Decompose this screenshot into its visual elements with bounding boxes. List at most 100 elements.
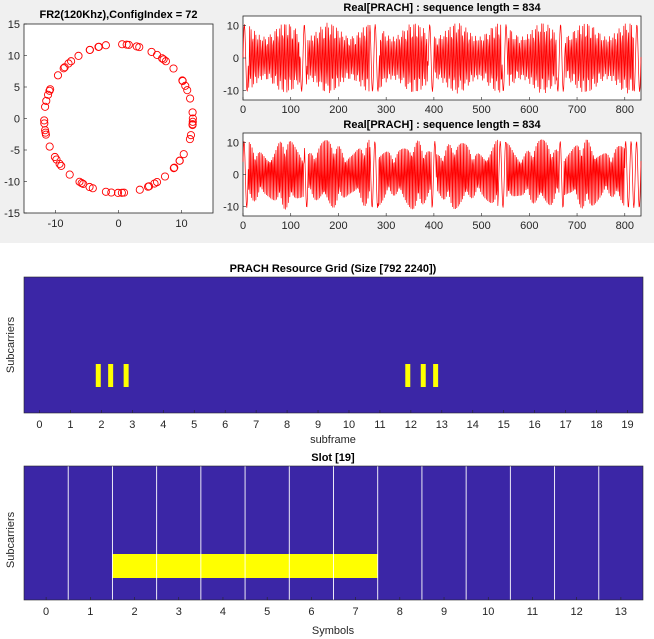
resource-grid-xlabel: subframe (310, 434, 356, 446)
signal-2-xtick-label: 100 (282, 220, 300, 232)
signal-1-ytick-label: 10 (227, 21, 239, 33)
constellation-ytick-label: -5 (10, 145, 20, 157)
constellation-ytick-label: 5 (14, 82, 20, 94)
slot-xtick-label: 6 (308, 606, 314, 618)
resource-grid-marks (95, 364, 439, 387)
slot-ylabel: Subcarriers (5, 511, 17, 568)
constellation-point (159, 55, 168, 64)
resource-grid-xtick-label: 18 (590, 419, 602, 431)
signal-2-xtick-label: 200 (329, 220, 347, 232)
constellation-point (59, 64, 68, 73)
signal-2-title: Real[PRACH] : sequence length = 834 (343, 119, 541, 131)
constellation-point (101, 187, 110, 196)
constellation-point (75, 177, 84, 186)
slot-xtick-label: 2 (131, 606, 137, 618)
constellation-point (41, 128, 50, 137)
constellation-xtick-label: 10 (175, 218, 187, 230)
constellation-title: FR2(120Khz),ConfigIndex = 72 (39, 9, 197, 21)
constellation-xtick-label: 0 (115, 218, 121, 230)
constellation-point (169, 64, 178, 73)
constellation-axes-box (23, 23, 214, 214)
signal-1-xtick-label: 600 (520, 104, 538, 116)
constellation-point (175, 156, 184, 165)
constellation-point (45, 86, 54, 95)
signal-2-xtick-label: 700 (568, 220, 586, 232)
constellation-point (169, 164, 178, 173)
resource-grid-xtick-label: 19 (621, 419, 633, 431)
constellation-ytick-label: -15 (4, 208, 20, 220)
signal-2-xtick-label: 0 (240, 220, 246, 232)
constellation-point (77, 179, 86, 188)
constellation-point (188, 108, 197, 117)
signal-1-ytick-label: 0 (233, 53, 239, 65)
resource-grid-xtick-label: 4 (160, 419, 166, 431)
constellation-point (40, 119, 49, 128)
resource-grid-xtick-label: 14 (467, 419, 479, 431)
resource-grid-xtick-label: 15 (498, 419, 510, 431)
constellation-point (179, 150, 188, 159)
constellation-point (132, 42, 141, 51)
signal-1-xtick-label: 400 (425, 104, 443, 116)
constellation-point (186, 131, 196, 140)
constellation-xtick-label: -10 (48, 218, 64, 230)
constellation-point (42, 96, 51, 105)
resource-grid-frame (23, 276, 644, 414)
constellation-ytick-label: -10 (4, 177, 20, 189)
constellation-point (117, 188, 126, 197)
signal-2-ytick-label: 0 (233, 170, 239, 182)
signal-1-series (242, 22, 642, 94)
constellation-point (122, 40, 131, 49)
slot-xtick-label: 1 (87, 606, 93, 618)
constellation-point (50, 152, 59, 162)
constellation-ytick-label: 0 (14, 114, 20, 126)
constellation-ytick-label: 10 (8, 51, 20, 63)
slot-xtick-label: 5 (264, 606, 270, 618)
resource-grid-occupied-mark (95, 364, 101, 387)
resource-grid-xtick-label: 10 (343, 419, 355, 431)
constellation-point (85, 45, 94, 54)
constellation-point (45, 142, 54, 151)
slot-frame (23, 465, 644, 601)
signal-2-ytick-label: -10 (223, 201, 239, 213)
resource-grid-xtick-label: 5 (191, 419, 197, 431)
constellation-point (55, 159, 64, 168)
slot-chart: Slot [19] 0 1 2 3 4 5 6 7 8 9 10 11 12 13 Symbols Sub… (5, 452, 644, 637)
resource-grid-field (24, 277, 643, 413)
slot-xtick-label: 9 (441, 606, 447, 618)
constellation-point (186, 94, 195, 103)
signal-2-xtick-label: 500 (472, 220, 490, 232)
constellation-point (188, 120, 197, 130)
slot-ticks: 0 1 2 3 4 5 6 7 8 9 10 11 12 13 (43, 597, 627, 618)
resource-grid-title: PRACH Resource Grid (Size [792 2240]) (230, 263, 437, 275)
constellation-point (119, 188, 129, 197)
constellation-point (178, 76, 187, 86)
resource-grid-chart: PRACH Resource Grid (Size [792 2240]) 0 1… (5, 263, 644, 446)
resource-grid-xtick-label: 16 (529, 419, 541, 431)
constellation-point (64, 59, 73, 68)
signal-2-xtick-label: 300 (377, 220, 395, 232)
resource-grid-xtick-label: 0 (36, 419, 42, 431)
resource-grid-occupied-mark (405, 364, 411, 387)
slot-marks (67, 466, 600, 600)
constellation-point (150, 179, 159, 188)
signal-2-ytick-label: 10 (227, 138, 239, 150)
slot-xtick-label: 3 (176, 606, 182, 618)
figure-gap (0, 243, 654, 251)
constellation-point (147, 47, 156, 56)
constellation-point (160, 172, 170, 181)
constellation-point (107, 188, 116, 197)
resource-grid-occupied-mark (433, 364, 439, 387)
signal-2-xtick-label: 800 (616, 220, 634, 232)
resource-grid-xtick-label: 2 (98, 419, 104, 431)
resource-grid-xtick-label: 12 (405, 419, 417, 431)
resource-grid-xtick-label: 9 (315, 419, 321, 431)
signal-1-xtick-label: 700 (568, 104, 586, 116)
slot-xlabel: Symbols (312, 625, 355, 637)
slot-xtick-label: 0 (43, 606, 49, 618)
signal-1-xtick-label: 200 (329, 104, 347, 116)
resource-grid-occupied-mark (420, 364, 426, 387)
constellation-point (65, 170, 74, 179)
constellation-point (44, 90, 53, 99)
